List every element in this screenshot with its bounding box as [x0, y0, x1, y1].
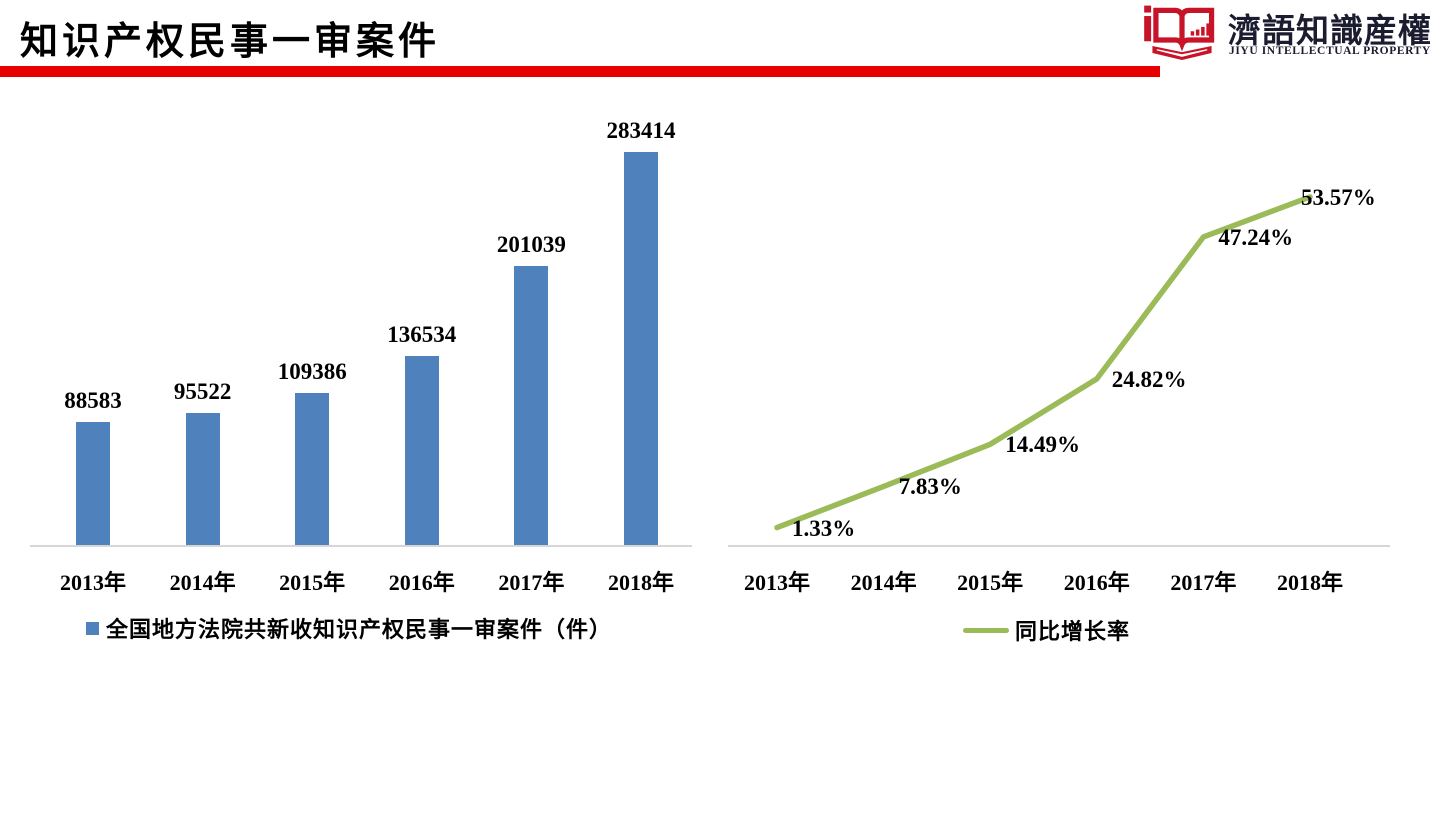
open-book-icon: [1144, 5, 1215, 60]
bar: [76, 422, 110, 545]
line-point-label: 14.49%: [1005, 432, 1080, 458]
x-tick-label: 2018年: [1276, 570, 1343, 595]
line-point-label: 47.24%: [1218, 224, 1294, 250]
bar-chart-legend: 全国地方法院共新收知识产权民事一审案件（件）: [86, 612, 612, 644]
bar: [185, 412, 220, 545]
company-logo: 濟語知識産權 JIYU INTELLECTUAL PROPERTY: [1142, 2, 1442, 62]
logo-name-en: JIYU INTELLECTUAL PROPERTY: [1229, 45, 1431, 57]
line-chart: [774, 194, 1313, 531]
growth-rate-line: [774, 194, 1313, 531]
line-point-label: 53.57%: [1301, 184, 1376, 210]
bar-value-label: 136534: [387, 321, 457, 347]
x-tick-label: 2016年: [388, 570, 455, 595]
line-point-label: 24.82%: [1111, 366, 1187, 392]
x-tick-label: 2013年: [59, 570, 126, 595]
title-underline-bar: [0, 66, 1160, 77]
bar-value-label: 201039: [496, 232, 566, 258]
bar-value-label: 283414: [606, 118, 676, 143]
bar: [624, 152, 658, 545]
logo-mini-bars: [1190, 23, 1210, 36]
bar-legend-label: 全国地方法院共新收知识产权民事一审案件（件）: [106, 617, 613, 642]
line-chart-x-axis: [728, 545, 1390, 547]
bar-value-label: 95522: [173, 378, 232, 404]
bar-value-label: 88583: [64, 388, 122, 414]
x-tick-label: 2013年: [743, 570, 810, 595]
bar-value-label: 109386: [277, 359, 347, 385]
x-tick-label: 2017年: [1170, 570, 1237, 595]
page-title: 知识产权民事一审案件: [20, 21, 441, 63]
line-legend-swatch-icon: [963, 627, 1009, 633]
bar-legend-swatch-icon: [86, 621, 99, 635]
x-tick-label: 2015年: [957, 570, 1024, 595]
line-legend-label: 同比增长率: [1015, 619, 1131, 644]
x-tick-label: 2017年: [498, 570, 565, 595]
bar-chart-x-axis: [30, 545, 692, 547]
line-chart-legend: 同比增长率: [963, 614, 1130, 646]
x-tick-label: 2016年: [1063, 570, 1130, 595]
x-tick-label: 2014年: [850, 570, 917, 595]
line-point-label: 7.83%: [898, 474, 962, 500]
bar: [295, 393, 330, 545]
x-tick-label: 2014年: [169, 570, 236, 595]
x-tick-label: 2015年: [279, 570, 346, 595]
bar: [514, 266, 549, 545]
x-tick-label: 2018年: [607, 570, 674, 595]
bar: [404, 355, 439, 545]
logo-name-cn: 濟語知識産權: [1228, 14, 1432, 50]
line-point-label: 1.33%: [792, 515, 856, 541]
